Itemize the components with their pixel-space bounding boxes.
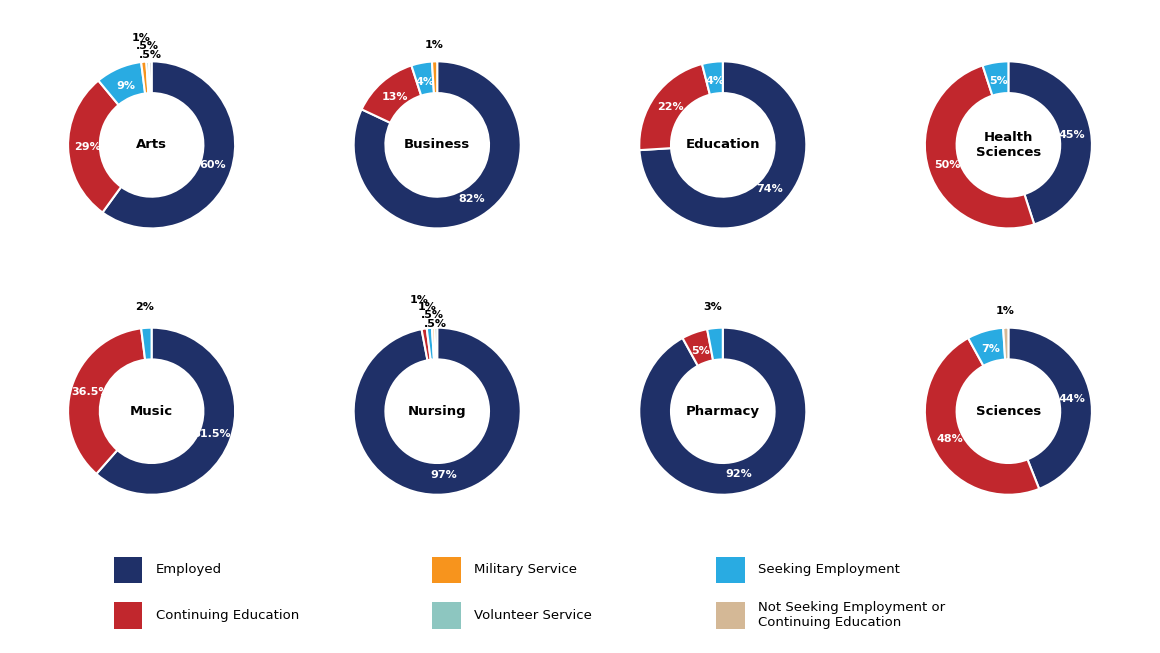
Text: 13%: 13%: [382, 91, 408, 102]
Text: Continuing Education: Continuing Education: [155, 609, 299, 622]
Wedge shape: [142, 61, 148, 93]
Wedge shape: [1003, 328, 1008, 360]
Text: 45%: 45%: [1059, 130, 1086, 140]
Text: Business: Business: [404, 138, 470, 151]
Wedge shape: [96, 328, 235, 495]
Text: 9%: 9%: [116, 81, 136, 91]
Text: Not Seeking Employment or
Continuing Education: Not Seeking Employment or Continuing Edu…: [759, 601, 945, 629]
Wedge shape: [639, 61, 806, 229]
Bar: [114, 602, 143, 629]
Wedge shape: [639, 64, 710, 150]
Text: 5%: 5%: [989, 76, 1008, 86]
Text: Military Service: Military Service: [474, 564, 578, 576]
Text: 48%: 48%: [937, 434, 964, 443]
Text: Education: Education: [686, 138, 760, 151]
Bar: [433, 602, 461, 629]
Wedge shape: [432, 61, 437, 93]
Text: 1%: 1%: [995, 306, 1015, 316]
Wedge shape: [432, 328, 435, 360]
Wedge shape: [142, 328, 152, 360]
Text: 50%: 50%: [934, 160, 960, 170]
Text: 7%: 7%: [981, 344, 1000, 355]
Wedge shape: [682, 329, 713, 366]
Text: 22%: 22%: [658, 102, 684, 112]
Text: .5%: .5%: [136, 41, 159, 52]
Text: 44%: 44%: [1058, 394, 1085, 404]
Wedge shape: [146, 61, 150, 93]
Text: 36.5%: 36.5%: [71, 387, 109, 397]
Wedge shape: [427, 328, 434, 360]
Wedge shape: [1008, 61, 1092, 225]
Wedge shape: [354, 61, 521, 229]
Text: 1%: 1%: [425, 40, 443, 50]
Text: 3%: 3%: [704, 302, 723, 312]
Text: 92%: 92%: [725, 468, 752, 479]
Wedge shape: [68, 328, 145, 474]
Text: Sciences: Sciences: [976, 405, 1041, 418]
Text: 29%: 29%: [74, 142, 101, 152]
Wedge shape: [983, 61, 1008, 95]
Text: .5%: .5%: [425, 319, 448, 328]
Text: Pharmacy: Pharmacy: [686, 405, 760, 418]
Wedge shape: [99, 62, 145, 105]
Text: Volunteer Service: Volunteer Service: [474, 609, 592, 622]
Wedge shape: [639, 328, 806, 495]
Wedge shape: [362, 65, 421, 123]
Text: 4%: 4%: [415, 76, 435, 87]
Text: 1%: 1%: [418, 302, 437, 312]
Text: 2%: 2%: [136, 302, 154, 312]
Wedge shape: [68, 80, 121, 212]
Text: 60%: 60%: [200, 160, 226, 170]
Wedge shape: [1008, 328, 1092, 489]
Text: 97%: 97%: [430, 470, 457, 480]
Wedge shape: [969, 328, 1006, 366]
Text: Arts: Arts: [136, 138, 167, 151]
Wedge shape: [148, 61, 152, 93]
Text: .5%: .5%: [421, 310, 444, 320]
Wedge shape: [708, 328, 723, 360]
Text: 1%: 1%: [132, 33, 151, 44]
Wedge shape: [925, 338, 1039, 495]
Wedge shape: [412, 61, 434, 95]
Bar: [717, 602, 745, 629]
Bar: [114, 556, 143, 583]
Text: Health
Sciences: Health Sciences: [976, 131, 1041, 159]
Text: 5%: 5%: [691, 345, 710, 356]
Bar: [717, 556, 745, 583]
Wedge shape: [421, 328, 430, 360]
Text: 82%: 82%: [458, 194, 485, 204]
Text: 4%: 4%: [705, 76, 724, 86]
Wedge shape: [702, 61, 723, 95]
Wedge shape: [925, 65, 1035, 229]
Wedge shape: [354, 328, 521, 495]
Wedge shape: [102, 61, 235, 229]
Wedge shape: [435, 328, 437, 359]
Text: Employed: Employed: [155, 564, 222, 576]
Text: Seeking Employment: Seeking Employment: [759, 564, 900, 576]
Text: Music: Music: [130, 405, 173, 418]
Text: 61.5%: 61.5%: [193, 429, 231, 439]
Text: Nursing: Nursing: [408, 405, 466, 418]
Text: 74%: 74%: [756, 184, 783, 194]
Text: 1%: 1%: [411, 295, 429, 305]
Text: .5%: .5%: [139, 50, 161, 59]
Bar: [433, 556, 461, 583]
